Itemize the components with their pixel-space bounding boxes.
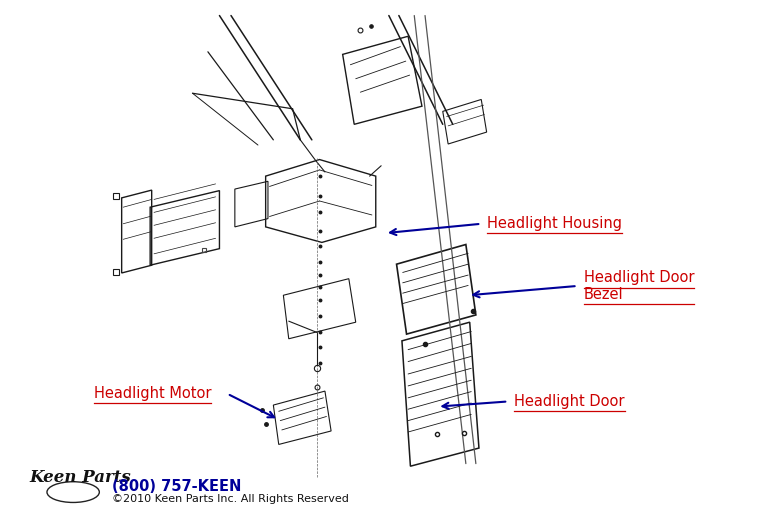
Text: Headlight Housing: Headlight Housing xyxy=(487,217,621,231)
Text: Keen Parts: Keen Parts xyxy=(29,469,131,486)
Text: Headlight Motor: Headlight Motor xyxy=(94,386,212,401)
Text: (800) 757-KEEN: (800) 757-KEEN xyxy=(112,480,241,494)
Text: Headlight Door: Headlight Door xyxy=(514,394,625,409)
Text: Headlight Door
Bezel: Headlight Door Bezel xyxy=(584,270,695,302)
Text: ©2010 Keen Parts Inc. All Rights Reserved: ©2010 Keen Parts Inc. All Rights Reserve… xyxy=(112,494,349,505)
